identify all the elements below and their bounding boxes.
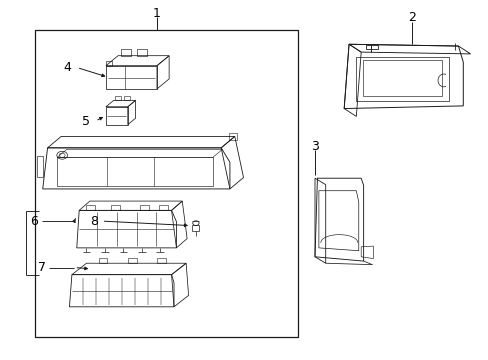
Bar: [99, 257, 107, 263]
Bar: [127, 257, 136, 263]
Text: 8: 8: [90, 215, 98, 228]
Bar: [159, 204, 168, 210]
Text: 2: 2: [407, 11, 415, 24]
Text: 6: 6: [30, 215, 39, 228]
Bar: [86, 204, 95, 210]
Bar: [124, 96, 130, 100]
Text: 1: 1: [153, 8, 161, 21]
Bar: [120, 49, 131, 56]
Bar: [362, 60, 441, 96]
Text: 3: 3: [310, 140, 318, 153]
Bar: [356, 57, 448, 102]
Text: 5: 5: [82, 114, 90, 127]
Bar: [115, 96, 120, 100]
Text: 4: 4: [63, 61, 71, 74]
Bar: [157, 257, 165, 263]
Text: 7: 7: [38, 261, 46, 274]
Bar: [111, 204, 119, 210]
Bar: [228, 134, 237, 140]
Bar: [140, 204, 148, 210]
Bar: [136, 49, 147, 56]
Bar: [35, 30, 297, 337]
